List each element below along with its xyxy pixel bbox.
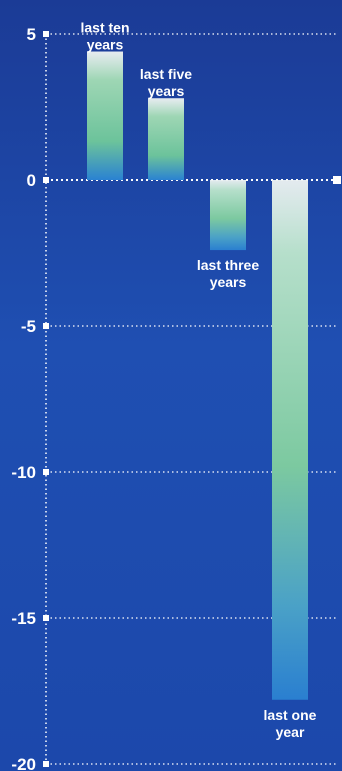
y-tick-marker — [43, 469, 49, 475]
zero-line-end-marker — [333, 176, 341, 184]
y-tick-label: 0 — [27, 171, 36, 190]
bar-1 — [87, 51, 123, 180]
bar-label: last ten — [80, 20, 129, 36]
bar-label: last three — [197, 257, 259, 273]
y-tick-marker — [43, 761, 49, 767]
bar-label: years — [87, 37, 124, 53]
y-tick-label: -15 — [11, 609, 36, 628]
bar-label: years — [210, 274, 247, 290]
y-tick-marker — [43, 177, 49, 183]
bar-3 — [210, 180, 246, 251]
bar-4 — [272, 180, 308, 700]
y-tick-label: 5 — [27, 25, 36, 44]
y-tick-marker — [43, 323, 49, 329]
bar-label: last five — [140, 66, 192, 82]
bar-label: years — [148, 83, 185, 99]
y-tick-label: -20 — [11, 755, 36, 771]
bar-label: last one — [264, 707, 317, 723]
bar-label: year — [276, 724, 305, 740]
bar-2 — [148, 98, 184, 180]
y-tick-marker — [43, 615, 49, 621]
y-tick-label: -10 — [11, 463, 36, 482]
y-tick-marker — [43, 31, 49, 37]
y-tick-label: -5 — [21, 317, 36, 336]
